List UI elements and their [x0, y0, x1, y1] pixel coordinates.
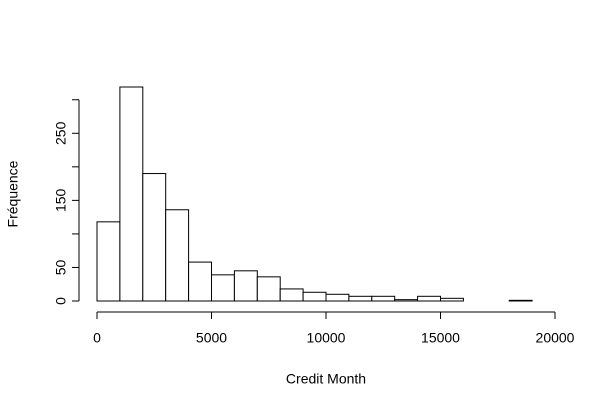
x-axis-label: Credit Month — [286, 371, 366, 387]
bar — [279, 288, 304, 302]
y-tick-label: 150 — [53, 188, 69, 212]
bar — [96, 221, 121, 302]
y-tick-label: 250 — [53, 121, 69, 145]
bar — [394, 299, 419, 302]
bar — [417, 295, 442, 302]
bar — [188, 261, 213, 302]
bar — [233, 270, 258, 302]
x-tick-label: 10000 — [307, 330, 346, 346]
bar — [325, 293, 350, 302]
x-tick-label: 20000 — [536, 330, 575, 346]
bar — [302, 291, 327, 302]
x-tick-label: 15000 — [421, 330, 460, 346]
x-tick-label: 5000 — [196, 330, 227, 346]
bar — [211, 274, 235, 302]
bar — [371, 295, 396, 302]
bar — [348, 295, 373, 302]
bar — [119, 86, 144, 302]
bar — [440, 297, 464, 302]
bar — [256, 276, 281, 302]
bar — [165, 209, 190, 302]
y-tick-label: 50 — [53, 259, 69, 275]
y-tick-label: 0 — [53, 297, 69, 305]
x-tick-label: 0 — [93, 330, 101, 346]
bar — [508, 299, 533, 302]
y-axis-label: Fréquence — [5, 160, 21, 227]
bar — [142, 173, 167, 302]
